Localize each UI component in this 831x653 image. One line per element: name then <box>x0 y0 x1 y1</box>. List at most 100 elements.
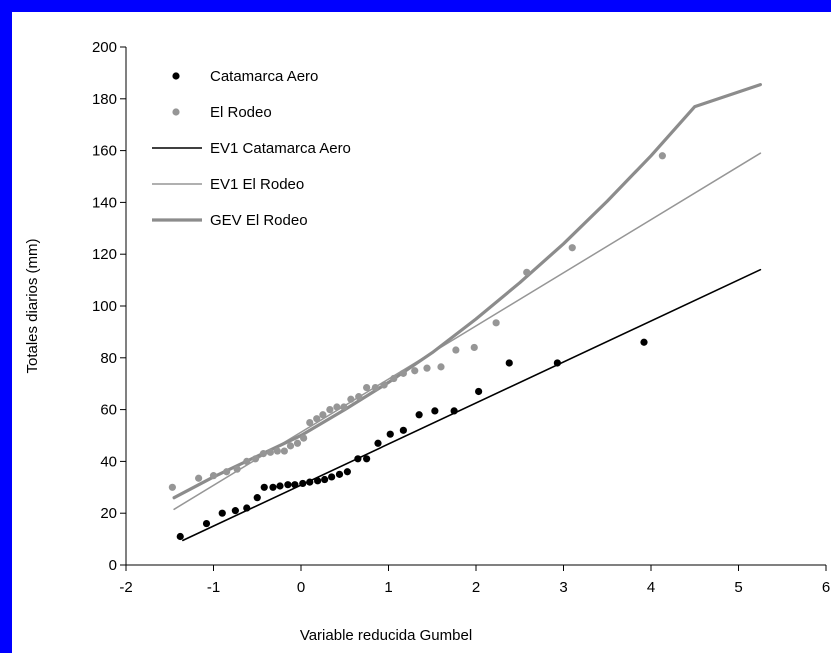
chart-frame: 0 20 40 60 80 100 120 140 160 180 200 -2 -1 0 1 2 3 4 5 6 C… <box>12 12 831 653</box>
data-point-1 <box>300 434 308 442</box>
data-point-0 <box>284 481 292 489</box>
legend-marker <box>172 108 180 116</box>
data-point-0 <box>399 426 407 434</box>
data-point-1 <box>347 395 355 403</box>
data-point-1 <box>280 447 288 455</box>
data-point-0 <box>415 411 423 419</box>
data-point-0 <box>291 481 299 489</box>
data-point-1 <box>452 346 460 354</box>
data-point-1 <box>523 268 531 276</box>
legend-marker <box>172 72 180 80</box>
chart-marks <box>168 82 763 542</box>
data-point-1 <box>251 455 260 463</box>
data-point-1 <box>355 393 363 401</box>
x-tick-label: 2 <box>472 579 480 596</box>
legend-label: El Rodeo <box>210 104 272 121</box>
legend-label: EV1 El Rodeo <box>210 176 304 193</box>
y-tick-label: 60 <box>100 402 117 419</box>
data-point-0 <box>260 483 268 491</box>
y-tick-label: 160 <box>92 143 117 160</box>
data-point-0 <box>306 478 314 486</box>
data-point-1 <box>492 319 500 327</box>
x-tick-label: 5 <box>734 579 742 596</box>
x-axis-title: Variable reducida Gumbel <box>300 627 472 644</box>
data-point-0 <box>354 455 362 463</box>
data-point-0 <box>276 482 284 490</box>
data-point-0 <box>202 519 211 528</box>
data-point-1 <box>437 363 445 371</box>
x-tick-label: -2 <box>119 579 132 596</box>
data-point-1 <box>399 369 407 377</box>
data-point-0 <box>176 532 184 541</box>
x-tick-label: 3 <box>559 579 567 596</box>
data-point-1 <box>340 403 348 411</box>
data-point-0 <box>328 473 336 481</box>
y-tick-label: 40 <box>100 453 117 470</box>
y-tick-label: 80 <box>100 350 117 367</box>
data-point-0 <box>363 455 371 463</box>
data-point-0 <box>450 407 458 415</box>
y-tick-label: 100 <box>92 298 117 315</box>
data-point-1 <box>209 472 218 480</box>
legend-label: GEV El Rodeo <box>210 212 308 229</box>
data-point-1 <box>233 465 241 473</box>
data-point-0 <box>335 470 344 478</box>
data-point-0 <box>321 475 329 484</box>
x-tick-label: 1 <box>384 579 392 596</box>
data-point-1 <box>273 447 281 455</box>
data-point-0 <box>374 439 382 447</box>
data-point-0 <box>343 468 351 476</box>
y-axis-title: Totales diarios (mm) <box>24 238 41 373</box>
data-point-1 <box>326 406 334 414</box>
y-tick-label: 180 <box>92 91 117 108</box>
data-point-1 <box>363 383 371 392</box>
data-point-0 <box>640 338 648 346</box>
data-point-1 <box>333 403 341 411</box>
chart-legend: Catamarca Aero El Rodeo EV1 Catamarca Aero… <box>152 68 351 229</box>
data-point-1 <box>371 383 379 392</box>
data-point-1 <box>390 374 398 383</box>
data-point-1 <box>266 448 274 456</box>
data-point-1 <box>319 411 327 419</box>
y-tick-label: 200 <box>92 39 117 56</box>
x-tick-label: 0 <box>297 579 305 596</box>
data-point-1 <box>380 381 388 389</box>
data-point-0 <box>475 387 483 396</box>
data-point-0 <box>299 479 307 488</box>
data-point-0 <box>314 477 322 485</box>
chart-svg: 0 20 40 60 80 100 120 140 160 180 200 -2 -1 0 1 2 3 4 5 6 C… <box>24 39 830 644</box>
data-point-0 <box>231 507 239 515</box>
data-point-0 <box>218 509 226 517</box>
data-point-1 <box>306 418 314 427</box>
y-tick-label: 20 <box>100 505 117 522</box>
data-point-1 <box>243 457 251 465</box>
data-point-1 <box>658 152 666 160</box>
data-point-1 <box>293 439 302 447</box>
data-point-1 <box>259 450 267 458</box>
x-tick-label: 4 <box>647 579 655 596</box>
legend-label: Catamarca Aero <box>210 68 318 85</box>
chart-axes: 0 20 40 60 80 100 120 140 160 180 200 -2 -1 0 1 2 3 4 5 6 <box>92 39 830 596</box>
y-tick-label: 0 <box>109 557 117 574</box>
series-line-2 <box>182 268 762 542</box>
data-point-0 <box>253 494 261 502</box>
data-point-1 <box>286 442 295 450</box>
data-point-0 <box>269 483 277 491</box>
y-tick-label: 140 <box>92 194 117 211</box>
x-tick-label: -1 <box>207 579 220 596</box>
data-point-0 <box>553 359 561 367</box>
data-point-1 <box>223 468 231 476</box>
y-tick-label: 120 <box>92 246 117 263</box>
data-point-0 <box>386 430 394 438</box>
data-point-1 <box>195 474 203 482</box>
data-point-0 <box>431 407 439 415</box>
legend-label: EV1 Catamarca Aero <box>210 140 351 157</box>
data-point-0 <box>243 504 251 512</box>
data-point-1 <box>568 244 576 252</box>
data-point-1 <box>411 367 419 375</box>
data-point-0 <box>505 359 513 367</box>
x-tick-label: 6 <box>822 579 830 596</box>
data-point-1 <box>470 343 478 352</box>
data-point-1 <box>313 415 321 423</box>
data-point-1 <box>423 364 431 372</box>
